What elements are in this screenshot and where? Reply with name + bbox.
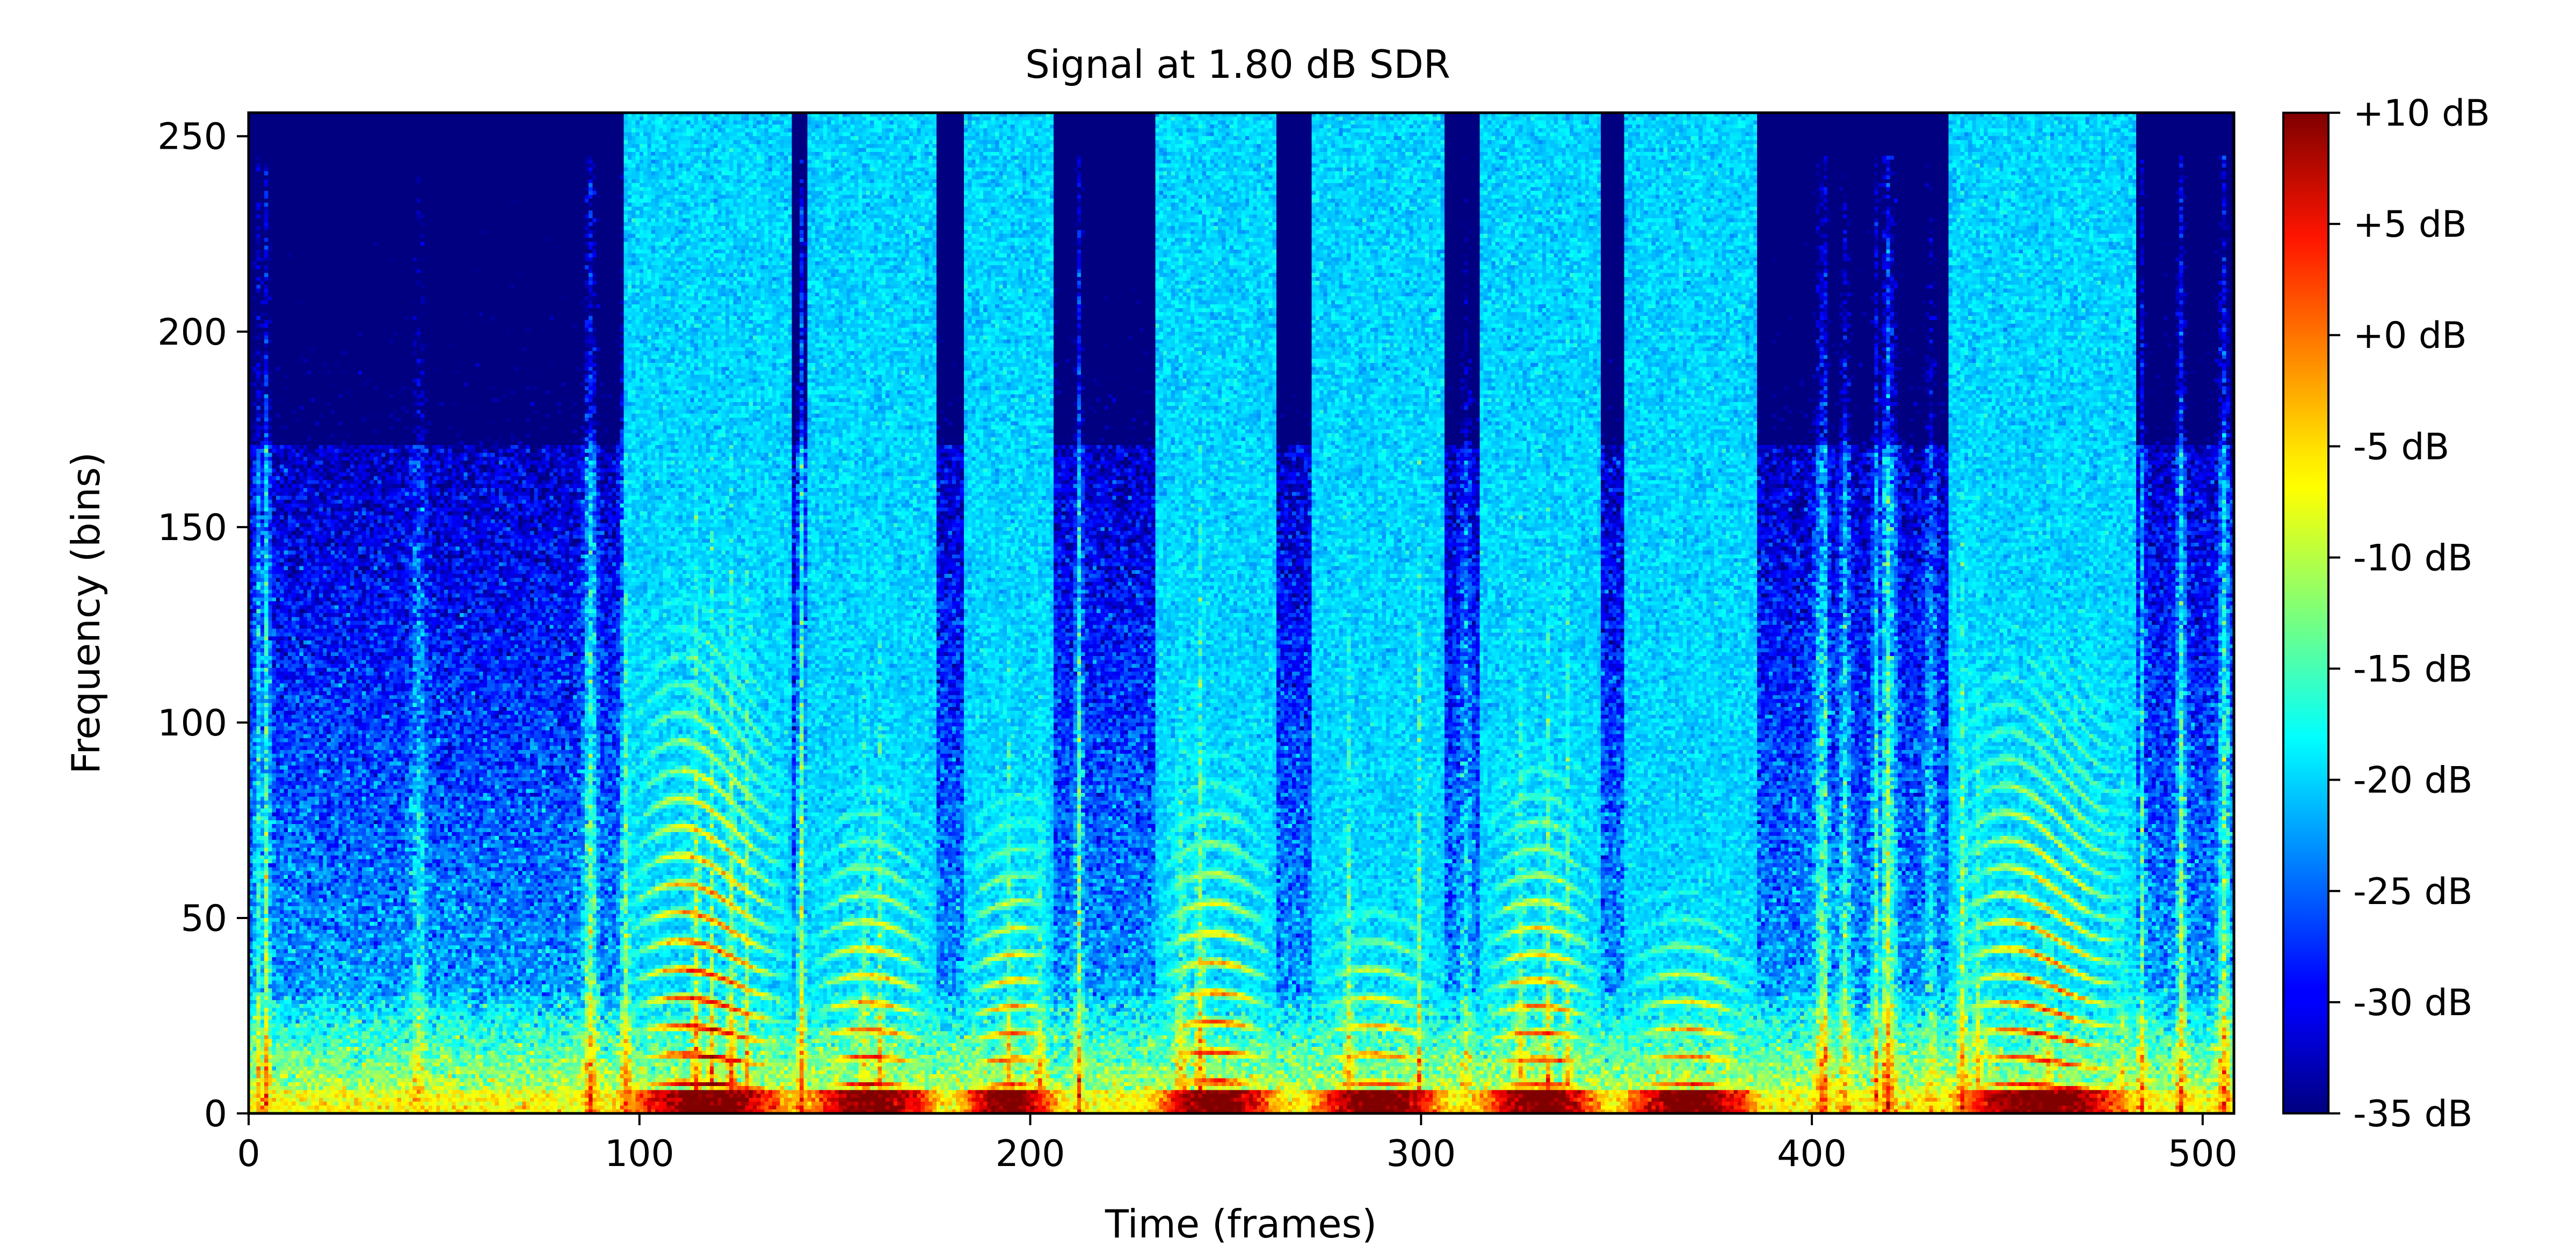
y-axis-ticks: 0 50 100 150 200 250 (157, 116, 249, 1135)
plot-frame (247, 111, 2236, 1115)
colorbar-tick-label: +0 dB (2353, 315, 2467, 357)
x-tick-label: 300 (1386, 1133, 1456, 1175)
colorbar-tick-label: -25 dB (2353, 871, 2473, 913)
y-tick-label: 0 (204, 1093, 227, 1135)
x-axis-ticks: 0 100 200 300 400 500 (237, 1113, 2238, 1175)
x-tick-label: 500 (2168, 1133, 2238, 1175)
colorbar (2282, 112, 2330, 1114)
heatmap-canvas (249, 113, 2234, 1113)
colorbar-ticks: +10 dB +5 dB +0 dB -5 dB -10 dB -15 dB -20 dB -… (2328, 92, 2490, 1135)
y-axis-label: Frequency (bins) (63, 452, 108, 774)
colorbar-tick-label: -5 dB (2353, 426, 2449, 468)
colorbar-tick-label: -10 dB (2353, 537, 2473, 579)
x-tick-label: 0 (237, 1133, 260, 1175)
colorbar-tick-label: -15 dB (2353, 648, 2473, 691)
colorbar-tick-label: -30 dB (2353, 982, 2473, 1024)
chart-title: Signal at 1.80 dB SDR (1025, 42, 1450, 87)
x-tick-label: 400 (1777, 1133, 1847, 1175)
y-tick-label: 200 (157, 311, 227, 354)
y-tick-label: 150 (157, 507, 227, 549)
y-tick-label: 250 (157, 116, 227, 158)
colorbar-tick-label: -35 dB (2353, 1093, 2473, 1135)
colorbar-tick-label: +10 dB (2353, 92, 2490, 135)
x-tick-label: 100 (605, 1133, 674, 1175)
y-tick-label: 100 (157, 702, 227, 745)
colorbar-tick-label: +5 dB (2353, 203, 2467, 246)
heatmap-area (249, 113, 2234, 1113)
y-tick-label: 50 (180, 898, 227, 940)
colorbar-tick-label: -20 dB (2353, 760, 2473, 802)
x-tick-label: 200 (996, 1133, 1065, 1175)
x-axis-label: Time (frames) (1105, 1201, 1377, 1246)
